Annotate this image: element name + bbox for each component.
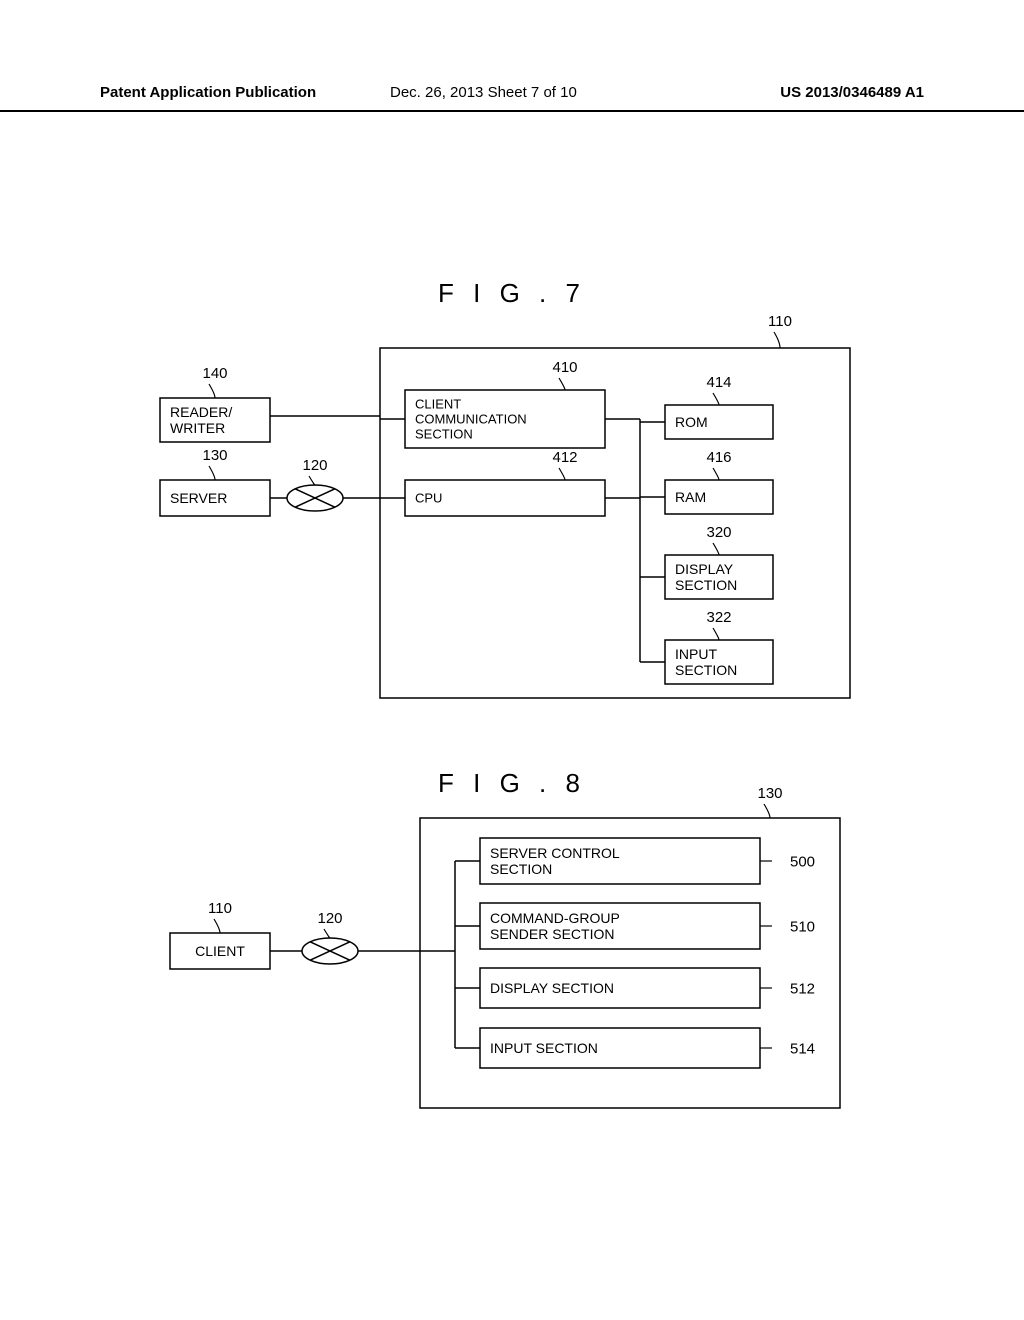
svg-text:510: 510	[790, 918, 815, 935]
svg-text:416: 416	[706, 449, 731, 466]
svg-text:110: 110	[768, 313, 792, 330]
svg-text:500: 500	[790, 853, 815, 870]
sheet-info: Dec. 26, 2013 Sheet 7 of 10	[390, 84, 577, 101]
svg-text:120: 120	[317, 910, 342, 927]
svg-text:110: 110	[208, 900, 232, 917]
svg-text:320: 320	[706, 524, 731, 541]
svg-text:COMMUNICATION: COMMUNICATION	[415, 412, 527, 427]
svg-text:322: 322	[706, 609, 731, 626]
svg-text:CLIENT: CLIENT	[195, 943, 245, 959]
diagram-canvas: 110READER/WRITER140SERVER130120CLIENTCOM…	[0, 0, 1024, 1320]
svg-text:512: 512	[790, 980, 815, 997]
svg-text:INPUT: INPUT	[675, 646, 717, 662]
svg-text:WRITER: WRITER	[170, 420, 225, 436]
svg-text:SECTION: SECTION	[675, 662, 737, 678]
svg-text:DISPLAY: DISPLAY	[675, 561, 734, 577]
svg-text:INPUT SECTION: INPUT SECTION	[490, 1040, 598, 1056]
svg-text:SECTION: SECTION	[675, 577, 737, 593]
svg-text:514: 514	[790, 1040, 815, 1057]
svg-text:414: 414	[706, 374, 731, 391]
fig7-title: F I G . 7	[0, 278, 1024, 309]
svg-text:SENDER SECTION: SENDER SECTION	[490, 926, 614, 942]
svg-text:CPU: CPU	[415, 491, 442, 506]
svg-text:READER/: READER/	[170, 404, 232, 420]
pub-number: US 2013/0346489 A1	[780, 84, 924, 101]
svg-text:SECTION: SECTION	[415, 427, 473, 442]
svg-text:SERVER: SERVER	[170, 490, 227, 506]
svg-text:DISPLAY SECTION: DISPLAY SECTION	[490, 980, 614, 996]
pub-type: Patent Application Publication	[100, 84, 316, 101]
svg-text:412: 412	[552, 449, 577, 466]
page: Patent Application Publication Dec. 26, …	[0, 0, 1024, 1320]
fig8-title: F I G . 8	[0, 768, 1024, 799]
svg-text:SERVER CONTROL: SERVER CONTROL	[490, 845, 620, 861]
svg-text:130: 130	[202, 447, 227, 464]
page-header: Patent Application Publication Dec. 26, …	[0, 80, 1024, 112]
svg-text:CLIENT: CLIENT	[415, 397, 461, 412]
svg-text:COMMAND-GROUP: COMMAND-GROUP	[490, 910, 620, 926]
svg-text:410: 410	[552, 359, 577, 376]
svg-text:RAM: RAM	[675, 489, 706, 505]
svg-text:120: 120	[302, 457, 327, 474]
svg-text:ROM: ROM	[675, 414, 708, 430]
svg-text:SECTION: SECTION	[490, 861, 552, 877]
svg-text:140: 140	[202, 365, 227, 382]
